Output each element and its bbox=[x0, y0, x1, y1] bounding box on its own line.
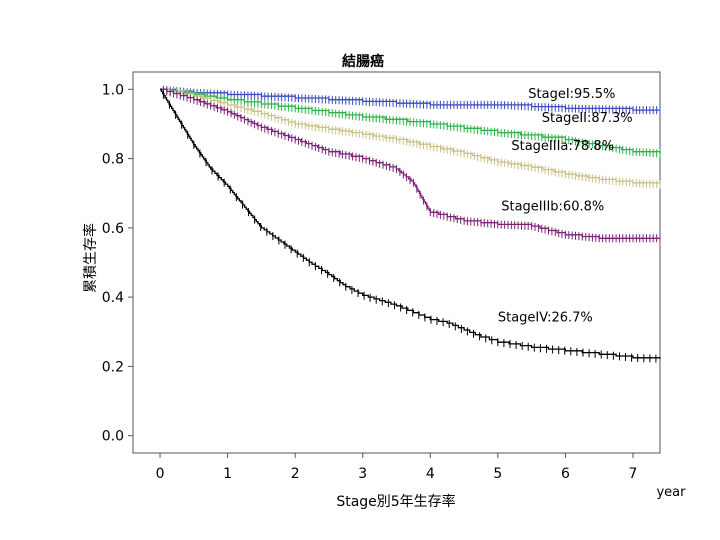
series-label-1: StageI:95.5% bbox=[528, 87, 615, 102]
series-group bbox=[160, 85, 661, 363]
series-label-4: StageIIIb:60.8% bbox=[501, 200, 604, 215]
y-tick-label: 0.2 bbox=[102, 359, 124, 375]
x-axis-unit: year bbox=[656, 485, 686, 500]
series-label-3: StageIIIa:78.8% bbox=[511, 139, 614, 154]
series-label-5: StageIV:26.7% bbox=[498, 310, 593, 325]
x-tick-label: 4 bbox=[426, 466, 435, 482]
x-axis: 0 1 2 3 4 5 6 7 bbox=[156, 453, 638, 482]
x-tick-label: 5 bbox=[493, 466, 502, 482]
censor-marks-4 bbox=[162, 86, 661, 243]
x-tick-label: 1 bbox=[223, 466, 232, 482]
y-tick-label: 0.0 bbox=[102, 429, 124, 445]
chart-title: 結腸癌 bbox=[342, 53, 384, 70]
y-tick-label: 0.6 bbox=[102, 221, 124, 237]
y-tick-label: 0.8 bbox=[102, 152, 124, 168]
y-axis-title: 累積生存率 bbox=[82, 223, 99, 293]
series-line-5 bbox=[160, 88, 661, 359]
y-axis: 0.0 0.2 0.4 0.6 0.8 1.0 bbox=[102, 82, 133, 445]
y-tick-label: 1.0 bbox=[102, 82, 124, 98]
x-axis-title: Stage別5年生存率 bbox=[336, 493, 455, 510]
x-tick-label: 0 bbox=[156, 466, 165, 482]
series-line-2 bbox=[160, 88, 661, 154]
x-tick-label: 6 bbox=[561, 466, 570, 482]
x-tick-label: 7 bbox=[629, 466, 638, 482]
series-line-3 bbox=[160, 88, 661, 185]
x-tick-label: 2 bbox=[291, 466, 300, 482]
censor-marks-5 bbox=[162, 90, 657, 363]
x-tick-label: 3 bbox=[358, 466, 367, 482]
y-tick-label: 0.4 bbox=[102, 290, 124, 306]
series-label-2: StageII:87.3% bbox=[542, 111, 633, 126]
plot-frame bbox=[132, 71, 661, 454]
series-labels: StageI:95.5% StageII:87.3% StageIIIa:78.8%… bbox=[498, 87, 633, 325]
